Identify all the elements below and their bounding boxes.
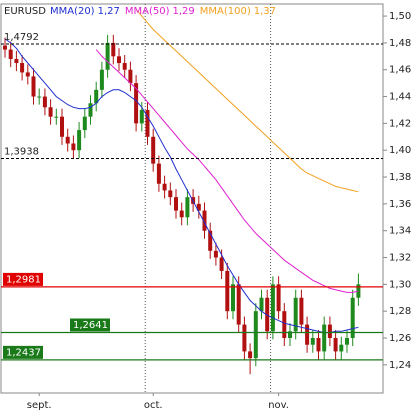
candle-body bbox=[350, 297, 355, 339]
legend-value: 1,29 bbox=[172, 6, 194, 17]
y-tick-label: 1,30 bbox=[389, 279, 411, 290]
y-tick-label: 1,28 bbox=[389, 306, 411, 317]
candle-body bbox=[259, 297, 264, 312]
candle-body bbox=[310, 338, 315, 345]
candle-body bbox=[333, 338, 338, 352]
candle-body bbox=[242, 324, 247, 352]
candle-body bbox=[111, 42, 116, 57]
level-label: 1,4792 bbox=[4, 32, 39, 43]
candle-body bbox=[25, 72, 30, 77]
candle-body bbox=[99, 69, 104, 90]
candle-body bbox=[139, 109, 144, 124]
legend-symbol: EURUSD bbox=[4, 6, 46, 17]
candle-body bbox=[94, 89, 99, 104]
candle-body bbox=[299, 297, 304, 325]
y-tick-label: 1,50 bbox=[389, 11, 411, 22]
level-label: 1,2641 bbox=[73, 320, 108, 331]
y-tick-label: 1,48 bbox=[389, 38, 411, 49]
candle-body bbox=[128, 69, 133, 84]
candle-body bbox=[48, 107, 53, 117]
candle-body bbox=[248, 351, 253, 359]
candle-body bbox=[122, 63, 127, 70]
candle-body bbox=[327, 324, 332, 339]
level-label-box bbox=[3, 272, 43, 286]
candle-body bbox=[117, 56, 121, 64]
candle-body bbox=[236, 284, 241, 325]
candle-body bbox=[288, 331, 292, 339]
candle-body bbox=[253, 311, 258, 359]
legend-label: MMA(50) bbox=[125, 6, 170, 17]
candle-body bbox=[202, 210, 207, 231]
candle-body bbox=[213, 250, 218, 258]
candle-body bbox=[185, 197, 190, 218]
x-tick-label: nov. bbox=[268, 400, 289, 411]
candle-body bbox=[14, 58, 19, 64]
y-tick-label: 1,26 bbox=[389, 333, 411, 344]
candle-body bbox=[105, 42, 110, 70]
y-tick-label: 1,38 bbox=[389, 172, 411, 183]
candle-body bbox=[168, 190, 173, 198]
y-tick-label: 1,32 bbox=[389, 253, 411, 264]
y-tick-label: 1,24 bbox=[389, 360, 411, 371]
legend: EURUSD MMA(20) 1,27 MMA(50) 1,29 MMA(100) 1,3… bbox=[4, 6, 276, 17]
level-label: 1,2981 bbox=[6, 274, 41, 285]
candle-body bbox=[219, 257, 224, 271]
level-label: 1,3938 bbox=[4, 147, 39, 158]
y-tick-label: 1,42 bbox=[389, 118, 411, 129]
level-label-box bbox=[3, 345, 43, 359]
candle-body bbox=[162, 183, 167, 191]
candle-body bbox=[37, 96, 42, 98]
legend-label: MMA(20) bbox=[50, 6, 95, 17]
candle-body bbox=[42, 96, 47, 108]
candle-body bbox=[339, 344, 344, 352]
candle-body bbox=[88, 103, 93, 117]
candle-body bbox=[65, 136, 70, 144]
candle-body bbox=[293, 297, 298, 332]
legend-label: MMA(100) bbox=[200, 6, 251, 17]
candle-body bbox=[196, 203, 201, 211]
ma-line bbox=[4, 38, 359, 334]
candle-body bbox=[276, 284, 281, 312]
candle-body bbox=[54, 116, 59, 118]
candle-body bbox=[60, 116, 64, 137]
y-tick-label: 1,36 bbox=[389, 199, 411, 210]
candle-body bbox=[322, 324, 327, 352]
legend-value: 1,37 bbox=[254, 6, 276, 17]
x-tick-label: oct. bbox=[144, 400, 163, 411]
candle-body bbox=[71, 143, 76, 151]
candle-body bbox=[282, 311, 287, 339]
candle-body bbox=[265, 297, 270, 332]
y-tick-label: 1,34 bbox=[389, 226, 411, 237]
candle-body bbox=[151, 136, 156, 164]
candle-body bbox=[179, 210, 184, 218]
candle-body bbox=[356, 284, 361, 298]
level-label: 1,2437 bbox=[6, 347, 41, 358]
candle-body bbox=[82, 116, 87, 131]
candle-body bbox=[208, 230, 213, 251]
candle-body bbox=[231, 284, 235, 312]
candle-body bbox=[316, 338, 321, 352]
y-tick-label: 1,46 bbox=[389, 65, 411, 76]
candle-body bbox=[345, 338, 349, 345]
ma-line bbox=[135, 9, 359, 193]
candle-body bbox=[305, 324, 310, 345]
level-label-box bbox=[70, 318, 110, 332]
candle-body bbox=[270, 284, 275, 332]
y-tick-label: 1,44 bbox=[389, 92, 411, 103]
candle-body bbox=[8, 49, 13, 59]
candle-body bbox=[20, 63, 25, 73]
y-tick-label: 1,40 bbox=[389, 145, 411, 156]
candle-body bbox=[31, 76, 36, 97]
x-tick-label: sept. bbox=[27, 400, 52, 411]
candle-body bbox=[174, 197, 178, 211]
candle-body bbox=[145, 109, 150, 137]
legend-value: 1,27 bbox=[98, 6, 120, 17]
candle-body bbox=[3, 45, 7, 50]
candle-body bbox=[77, 130, 82, 151]
candle-body bbox=[156, 163, 161, 184]
ma-line bbox=[95, 49, 359, 293]
candle-body bbox=[134, 83, 139, 124]
candle-body bbox=[225, 270, 230, 312]
